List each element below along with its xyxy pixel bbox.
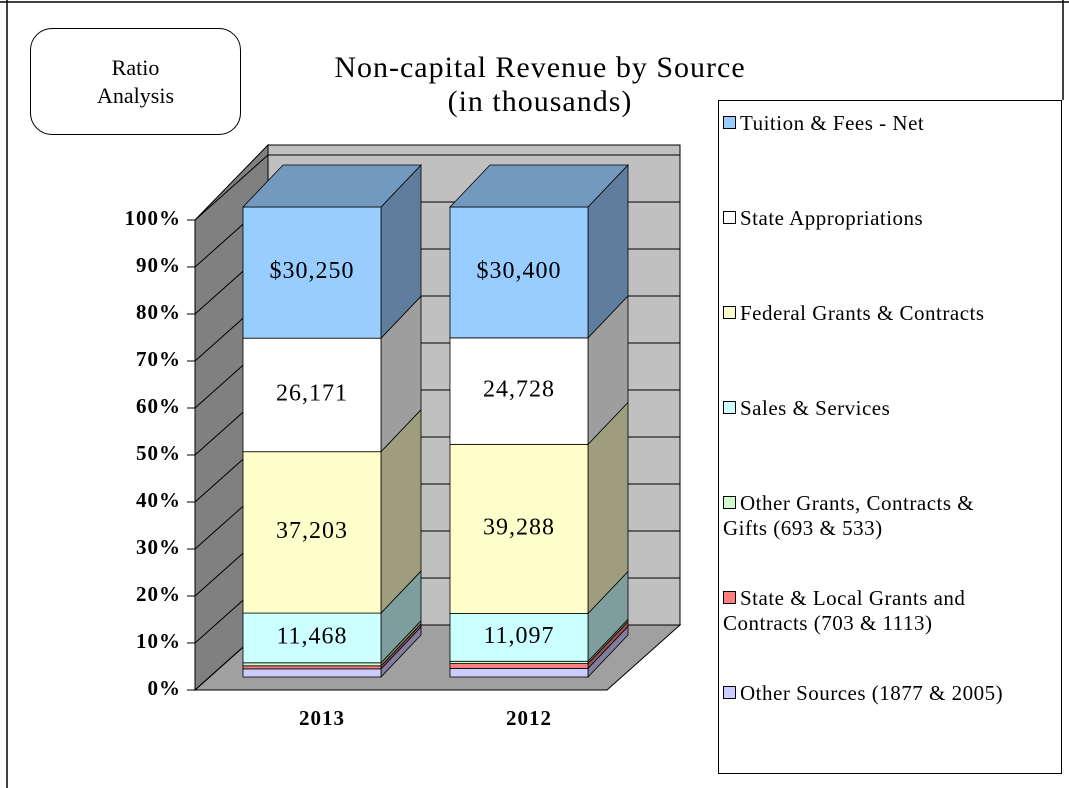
legend-label: Other Grants, Contracts & Gifts (693 & 5… [723, 491, 975, 540]
legend-item: Other Grants, Contracts & Gifts (693 & 5… [723, 491, 1023, 541]
legend-swatch [723, 116, 736, 129]
bar-segment [449, 206, 589, 339]
legend-item: State Appropriations [723, 206, 1023, 231]
grid-line [194, 154, 269, 221]
y-tick-label: 30% [136, 535, 181, 559]
legend-swatch [723, 211, 736, 224]
legend-item: Tuition & Fees - Net [723, 111, 1023, 136]
legend-swatch [723, 401, 736, 414]
legend: Other Sources (1877 & 2005) State & Local… [718, 100, 1062, 774]
legend-label: Tuition & Fees - Net [740, 111, 925, 135]
data-label: 39,288 [483, 514, 555, 540]
legend-label: State & Local Grants and Contracts (703 … [723, 586, 966, 635]
y-tick-label: 80% [136, 300, 181, 324]
bar-segment [242, 662, 382, 667]
y-tick-label: 0% [148, 676, 182, 700]
y-tick-label: 40% [136, 488, 181, 512]
bar-segment [449, 667, 589, 678]
data-label: $30,400 [477, 258, 562, 284]
legend-swatch [723, 496, 736, 509]
data-label: 11,468 [276, 623, 347, 649]
y-tick-label: 100% [125, 206, 182, 230]
legend-label: State Appropriations [740, 206, 924, 230]
annotation-box: Ratio Analysis [30, 28, 241, 135]
data-label: 11,097 [483, 623, 554, 649]
y-tick-label: 10% [136, 629, 181, 653]
data-label: 37,203 [276, 518, 348, 544]
x-tick-label: 2013 [299, 706, 345, 730]
bar-top [242, 164, 422, 208]
y-tick-label: 50% [136, 441, 181, 465]
legend-item: State & Local Grants and Contracts (703 … [723, 586, 1023, 636]
bar-segment [449, 337, 589, 445]
y-tick-label: 60% [136, 394, 181, 418]
legend-label: Other Sources (1877 & 2005) [740, 681, 1004, 705]
bar-segment [242, 668, 382, 678]
legend-label: Sales & Services [740, 396, 891, 420]
y-tick-label: 70% [136, 347, 181, 371]
chart-title: Non-capital Revenue by Source [334, 51, 745, 84]
bar-segment [242, 337, 382, 453]
bar-segment [242, 612, 382, 664]
data-label: 24,728 [483, 377, 555, 403]
data-label: $30,250 [270, 258, 355, 284]
y-tick-label: 20% [136, 582, 181, 606]
plot-area: 0% 10% 20% 30% 40% 50% 60% 70% 80% 90% 100% 2013 11,… [125, 143, 682, 730]
data-label: 26,171 [276, 380, 348, 406]
legend-label: Federal Grants & Contracts [740, 301, 985, 325]
y-tick-label: 90% [136, 253, 181, 277]
bar-segment [242, 665, 382, 670]
bar-segment [449, 663, 589, 669]
legend-item: Sales & Services [723, 396, 1023, 421]
legend-swatch [723, 591, 736, 604]
x-tick-label: 2012 [506, 706, 552, 730]
legend-swatch [723, 306, 736, 319]
bar-segment [242, 451, 382, 614]
bar-top [449, 164, 629, 208]
bar-segment [242, 206, 382, 339]
legend-swatch [723, 686, 736, 699]
legend-item: Other Sources (1877 & 2005) [723, 681, 1023, 706]
chart-subtitle: (in thousands) [448, 85, 633, 118]
legend-item: Federal Grants & Contracts [723, 301, 1023, 326]
